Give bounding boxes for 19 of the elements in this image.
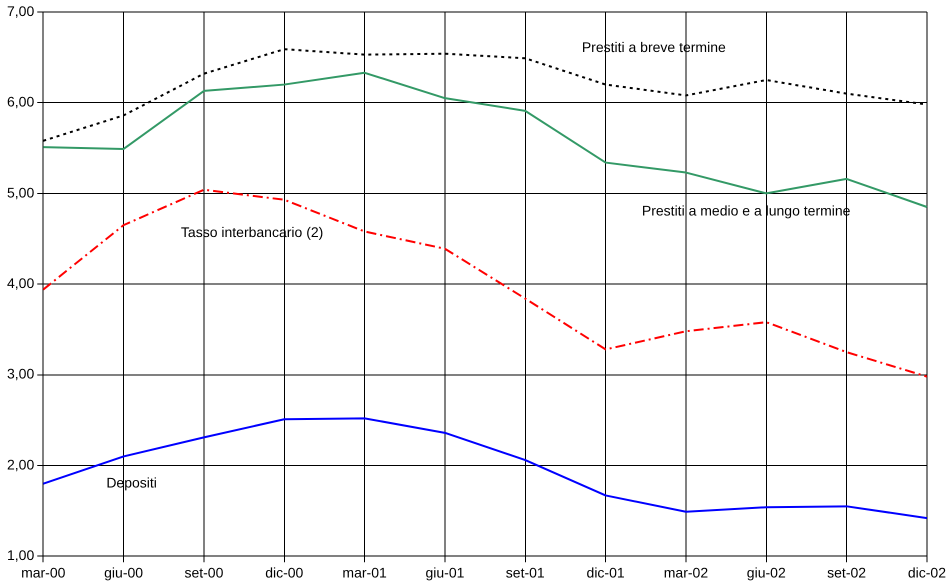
- y-tick-label: 4,00: [7, 274, 34, 291]
- x-tick-label: set-00: [184, 564, 224, 580]
- x-tick-label: dic-00: [265, 564, 304, 580]
- x-tick-label: giu-02: [746, 564, 786, 580]
- x-tick-label: dic-02: [908, 564, 946, 580]
- y-tick-label: 3,00: [7, 366, 34, 382]
- x-tick-label: set-01: [506, 564, 545, 580]
- y-tick-label: 5,00: [7, 184, 34, 200]
- y-tick-label: 2,00: [7, 456, 34, 472]
- x-tick-label: mar-00: [21, 564, 66, 580]
- y-tick-label: 1,00: [7, 547, 34, 564]
- x-tick-label: mar-01: [342, 564, 387, 580]
- x-tick-label: dic-01: [586, 564, 625, 580]
- y-tick-label: 6,00: [7, 94, 34, 110]
- y-tick-label: 7,00: [7, 2, 34, 19]
- x-tick-label: mar-02: [664, 564, 708, 580]
- x-tick-label: giu-01: [425, 564, 465, 580]
- x-tick-label: set-02: [827, 564, 866, 580]
- x-tick-label: giu-00: [104, 564, 144, 580]
